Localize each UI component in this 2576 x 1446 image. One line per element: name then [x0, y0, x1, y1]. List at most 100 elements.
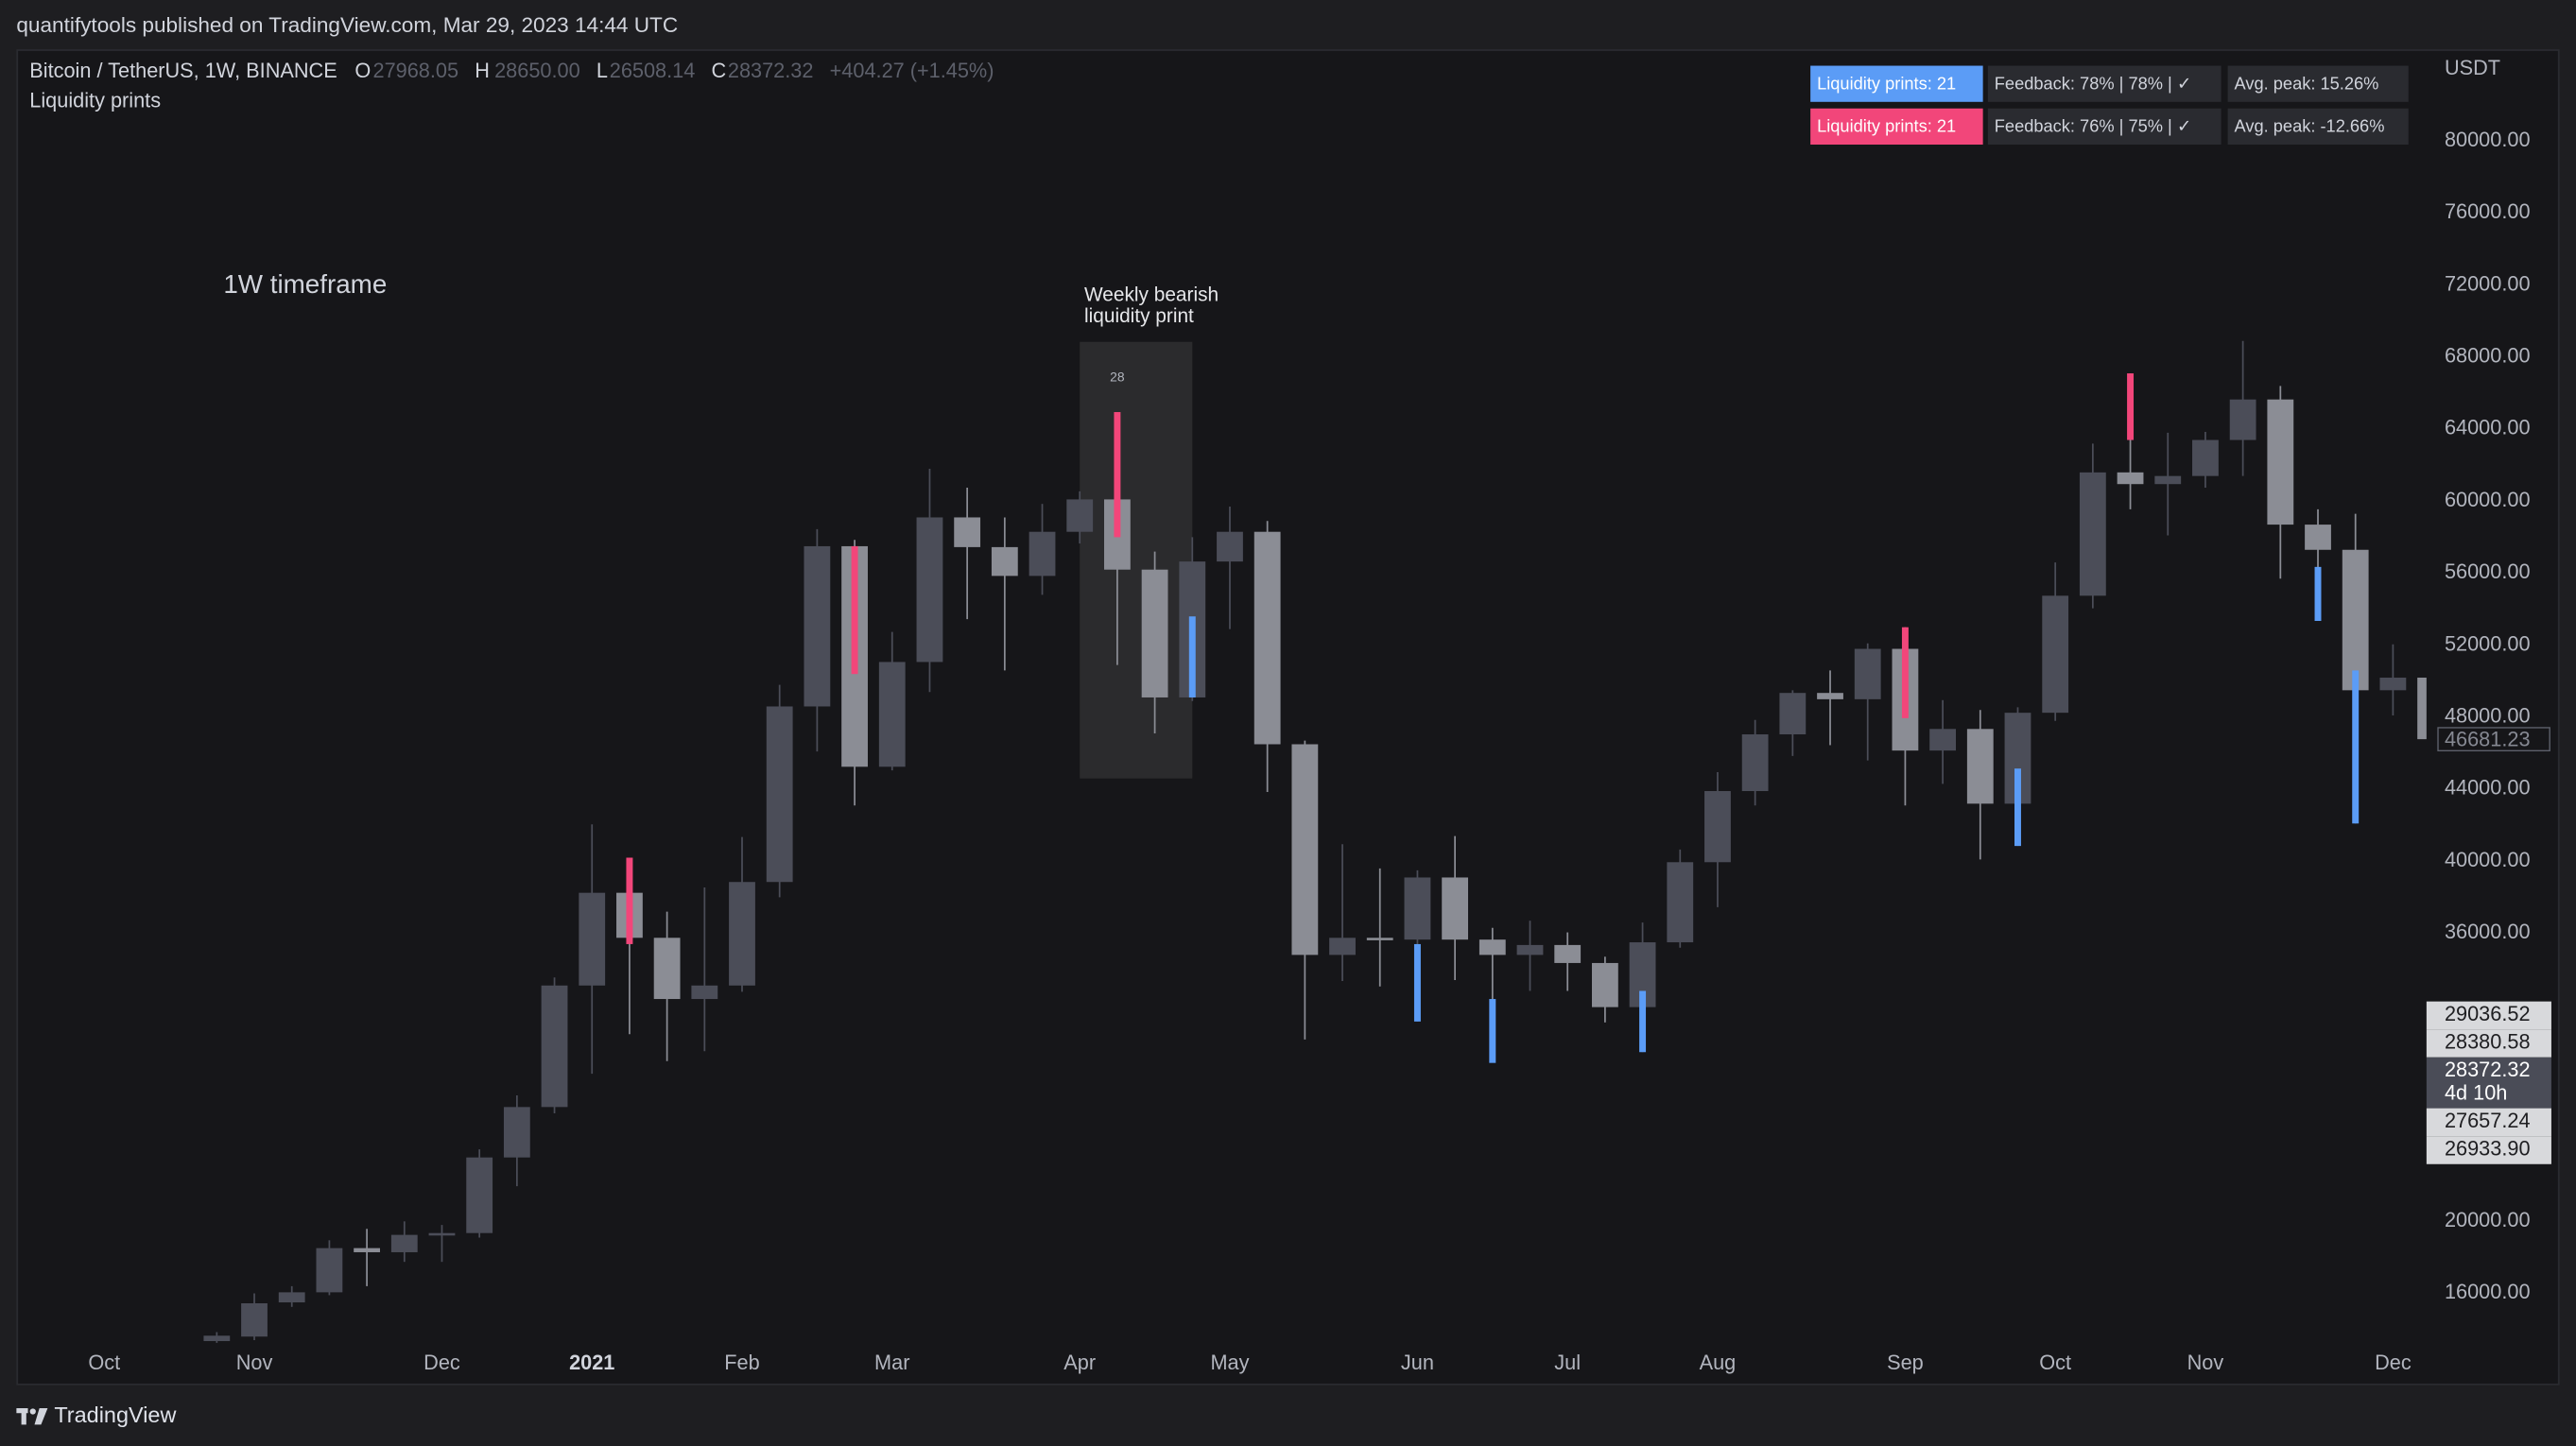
table-cell-text: Feedback: 76% | 75% | ✓: [1995, 116, 2191, 136]
candle-body: [1929, 729, 1957, 751]
ohlc-key: C: [712, 59, 727, 82]
candle-body: [278, 1292, 305, 1303]
liquidity-print: [2352, 670, 2360, 824]
table-cell-text: Avg. peak: -12.66%: [2235, 116, 2385, 136]
x-tick-label: Jun: [1401, 1351, 1434, 1374]
candle-body: [878, 662, 906, 767]
y-tick-label: 76000.00: [2445, 199, 2531, 223]
candle-body: [428, 1232, 456, 1236]
candle-body: [1854, 648, 1881, 699]
highlight-label: 28: [1110, 370, 1125, 385]
candle-body: [1554, 944, 1582, 963]
x-tick-label: May: [1210, 1351, 1249, 1374]
logo-part: [21, 1408, 26, 1425]
y-tick-label: 36000.00: [2445, 920, 2531, 943]
table-cell: [1987, 108, 2222, 145]
x-tick-label: Nov: [236, 1351, 273, 1374]
candle-body: [2154, 475, 2182, 485]
stats-table: Liquidity prints: 21 Feedback: 78% | 78% …: [1810, 65, 2409, 145]
liquidity-print: [1413, 943, 1421, 1022]
y-tick-label: 52000.00: [2445, 631, 2531, 655]
liquidity-print: [626, 857, 633, 944]
x-tick-label: Feb: [724, 1351, 759, 1374]
candle-body: [1442, 877, 1469, 940]
x-tick-label: Jul: [1554, 1351, 1581, 1374]
candle-body: [541, 985, 568, 1108]
price-label: 26933.90: [2445, 1137, 2531, 1161]
logo-part: [29, 1408, 36, 1415]
price-axis: 16000.00 20000.00 36000.00 40000.00 44000.00…: [2426, 128, 2551, 1303]
timeframe-note: 1W timeframe: [223, 269, 387, 299]
candle-body: [1516, 944, 1544, 955]
logo: [16, 1408, 48, 1425]
candle-body: [1329, 938, 1356, 955]
y-tick-label: 56000.00: [2445, 559, 2531, 583]
candle-body: [2042, 595, 2069, 714]
liquidity-print: [1901, 627, 1909, 718]
candle-body: [1704, 791, 1731, 863]
price-label-box: [2426, 1108, 2551, 1137]
liquidity-print: [2014, 768, 2021, 847]
ohlc-key: L: [596, 59, 608, 82]
symbol: Bitcoin / TetherUS, 1W, BINANCE: [29, 59, 337, 82]
y-tick-label: 72000.00: [2445, 271, 2531, 295]
candle-body: [1817, 693, 1843, 699]
candle-body: [1217, 531, 1243, 562]
logo-part: [34, 1408, 48, 1425]
candle-body: [691, 985, 718, 1000]
y-tick-label: 60000.00: [2445, 488, 2531, 511]
table-cell-text: Liquidity prints: 21: [1817, 116, 1956, 136]
x-tick-label: Apr: [1063, 1351, 1096, 1374]
x-tick-label: Nov: [2187, 1351, 2224, 1374]
liquidity-print: [851, 545, 858, 675]
chart-frame: [16, 49, 2560, 1386]
price-label-box: [2426, 1001, 2551, 1030]
liquidity-print: [1489, 999, 1496, 1063]
candle-body: [466, 1157, 493, 1233]
currency: USDT: [2445, 56, 2500, 79]
plot-area: 28: [203, 340, 2427, 1343]
y-tick-label: 80000.00: [2445, 128, 2531, 151]
x-tick-label: Aug: [1700, 1351, 1737, 1374]
table-cell: [1810, 65, 1983, 102]
candle-body: [203, 1335, 231, 1341]
x-tick-label: 2021: [569, 1351, 614, 1374]
candle-body: [991, 546, 1018, 577]
candle-body: [954, 517, 981, 547]
candle-body: [390, 1234, 418, 1252]
ohlc-value: 26508.14: [610, 59, 696, 82]
y-tick-label: 44000.00: [2445, 776, 2531, 800]
candle-body: [1291, 744, 1319, 955]
indicator-name: Liquidity prints: [29, 89, 161, 112]
candle-body: [2305, 525, 2331, 550]
candle-body: [316, 1248, 343, 1293]
liquidity-print: [1188, 616, 1196, 697]
x-tick-label: Dec: [2375, 1351, 2412, 1374]
candle-body: [354, 1248, 380, 1252]
candle-body: [2417, 678, 2427, 740]
candle-body: [503, 1107, 530, 1158]
candle-body: [1741, 734, 1769, 792]
candle-body: [2342, 549, 2369, 691]
candle-body: [1066, 499, 1094, 532]
table-cell: [2227, 65, 2409, 102]
ohlc-key: H: [475, 59, 490, 82]
x-tick-label: Mar: [874, 1351, 909, 1374]
price-label: 27657.24: [2445, 1109, 2531, 1132]
highlight-box: [1080, 341, 1193, 779]
candle-body: [766, 706, 793, 883]
candle-body: [2192, 439, 2219, 476]
y-tick-label: 64000.00: [2445, 416, 2531, 439]
candle-body: [1029, 531, 1056, 577]
candle-body: [804, 545, 831, 707]
candle-body: [1966, 729, 1994, 804]
price-label-box: [2426, 1029, 2551, 1058]
candle-body: [1253, 531, 1281, 745]
candle-body: [2229, 399, 2256, 440]
y-tick-label: 20000.00: [2445, 1208, 2531, 1231]
candle-body: [1779, 693, 1807, 735]
candle-body: [579, 892, 606, 986]
candle-body: [1404, 877, 1431, 940]
y-tick-label: 68000.00: [2445, 343, 2531, 367]
